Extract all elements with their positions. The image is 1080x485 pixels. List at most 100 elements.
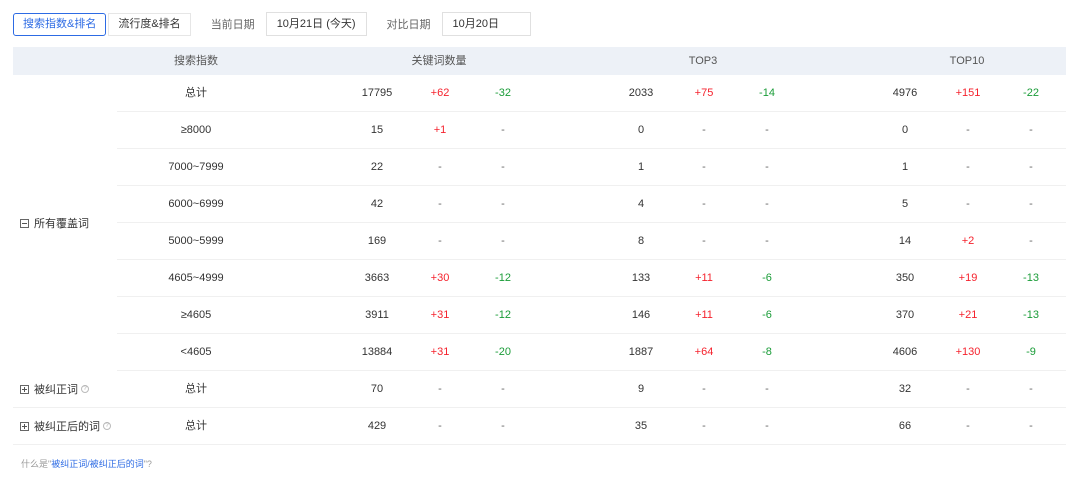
table-row: 总计 429 - - 35 - - 66 - - [13,408,1066,445]
cell-top10-increase: - [966,383,970,395]
header-top3: TOP3 [688,55,718,67]
cell-top3-decrease: - [765,420,769,432]
cell-keyword-count-decrease: - [501,124,505,136]
cell-keyword-count-increase: +31 [430,346,450,358]
tab-search-index-rank[interactable]: 搜索指数&排名 [13,12,107,36]
cell-keyword-count-increase: +30 [430,272,450,284]
cell-top3-value: 1887 [628,346,654,358]
cell-top3-increase: - [702,235,706,247]
expand-icon[interactable] [20,421,29,431]
footnote: 什么是"被纠正词/被纠正后的词"? [21,457,152,470]
compare-date-picker[interactable]: 10月20日 [441,12,531,36]
cell-search-index: ≥8000 [180,124,212,136]
cell-keyword-count-decrease: - [501,161,505,173]
footnote-prefix: 什么是" [21,459,52,469]
expand-icon[interactable] [20,384,29,394]
cell-search-index: 5000~5999 [168,235,224,247]
cell-search-index: 7000~7999 [168,161,224,173]
cell-top10-decrease: - [1029,124,1033,136]
current-date-picker[interactable]: 10月21日 (今天) [265,12,367,36]
cell-top3-increase: - [702,383,706,395]
cell-top10-increase: +2 [961,235,975,247]
cell-top3-value: 146 [631,309,651,321]
cell-top3-value: 1 [637,161,645,173]
cell-top10-value: 66 [898,420,912,432]
cell-top3-value: 4 [637,198,645,210]
header-keyword-count: 关键词数量 [411,55,467,67]
cell-top10-value: 370 [895,309,915,321]
cell-top3-decrease: - [765,198,769,210]
header-top10: TOP10 [949,55,985,67]
cell-top10-increase: - [966,198,970,210]
cell-top10-increase: +130 [955,346,981,358]
cell-top10-decrease: -22 [1023,87,1039,99]
header-search-index: 搜索指数 [174,55,218,67]
table-row: <4605 13884 +31 -20 1887 +64 -8 4606 +130 -9 [117,334,1066,371]
cell-top10-value: 4606 [892,346,918,358]
footnote-link[interactable]: 被纠正词/被纠正后的词 [51,459,144,469]
cell-top10-decrease: - [1029,198,1033,210]
cell-top10-increase: - [966,161,970,173]
cell-top10-decrease: - [1029,161,1033,173]
cell-top10-value: 32 [898,383,912,395]
cell-search-index: <4605 [180,346,212,358]
cell-search-index: 总计 [185,87,207,99]
table-row: ≥8000 15 +1 - 0 - - 0 - - [117,112,1066,149]
cell-top10-value: 350 [895,272,915,284]
cell-top10-value: 1 [901,161,909,173]
cell-keyword-count-value: 70 [370,383,384,395]
cell-search-index: 总计 [185,383,207,395]
cell-keyword-count-increase: - [438,161,442,173]
table-row: 7000~7999 22 - - 1 - - 1 - - [117,149,1066,186]
table-row: ≥4605 3911 +31 -12 146 +11 -6 370 +21 -13 [117,297,1066,334]
cell-top3-increase: +11 [695,309,713,321]
cell-search-index: 总计 [185,420,207,432]
cell-keyword-count-value: 169 [367,235,387,247]
cell-keyword-count-value: 13884 [361,346,393,358]
cell-top3-decrease: - [765,383,769,395]
cell-top10-value: 0 [901,124,909,136]
cell-keyword-count-increase: +31 [430,309,450,321]
cell-keyword-count-decrease: -12 [495,309,511,321]
cell-keyword-count-value: 17795 [361,87,393,99]
cell-top3-value: 0 [637,124,645,136]
help-icon[interactable]: ? [81,385,89,393]
cell-keyword-count-decrease: - [501,420,505,432]
ranking-table: 搜索指数 关键词数量 TOP3 TOP10 所有覆盖词 被纠正词 ? 被纠正后的… [13,47,1066,445]
table-row: 6000~6999 42 - - 4 - - 5 - - [117,186,1066,223]
group-label-text: 被纠正后的词 [34,421,100,433]
cell-top10-decrease: -13 [1023,309,1039,321]
cell-top3-value: 35 [634,420,648,432]
cell-top10-increase: +19 [958,272,978,284]
cell-top3-decrease: -8 [762,346,772,358]
collapse-icon[interactable] [20,218,29,228]
cell-top10-decrease: -13 [1023,272,1039,284]
cell-top10-decrease: -9 [1026,346,1036,358]
cell-top3-increase: +11 [695,272,713,284]
cell-top3-decrease: - [765,235,769,247]
cell-top3-increase: - [702,161,706,173]
help-icon[interactable]: ? [103,422,111,430]
cell-keyword-count-increase: - [438,383,442,395]
cell-top10-decrease: - [1029,383,1033,395]
table-row: 5000~5999 169 - - 8 - - 14 +2 - [117,223,1066,260]
cell-top3-decrease: - [765,161,769,173]
cell-top3-decrease: - [765,124,769,136]
cell-top10-increase: +151 [955,87,981,99]
cell-keyword-count-decrease: -32 [495,87,511,99]
tab-popularity-rank[interactable]: 流行度&排名 [108,12,191,36]
cell-keyword-count-value: 42 [370,198,384,210]
cell-top3-decrease: -6 [762,272,772,284]
cell-top3-increase: +75 [694,87,714,99]
group-all-covered[interactable]: 所有覆盖词 [13,75,117,371]
table-row: 总计 70 - - 9 - - 32 - - [13,371,1066,408]
cell-keyword-count-value: 429 [367,420,387,432]
cell-top10-decrease: - [1029,235,1033,247]
table-header: 搜索指数 关键词数量 TOP3 TOP10 [13,47,1066,75]
cell-search-index: ≥4605 [180,309,212,321]
cell-top3-increase: - [702,420,706,432]
cell-keyword-count-increase: +1 [433,124,447,136]
cell-top3-decrease: -6 [762,309,772,321]
group-label-text: 被纠正词 [34,384,78,396]
cell-top3-increase: - [702,124,706,136]
